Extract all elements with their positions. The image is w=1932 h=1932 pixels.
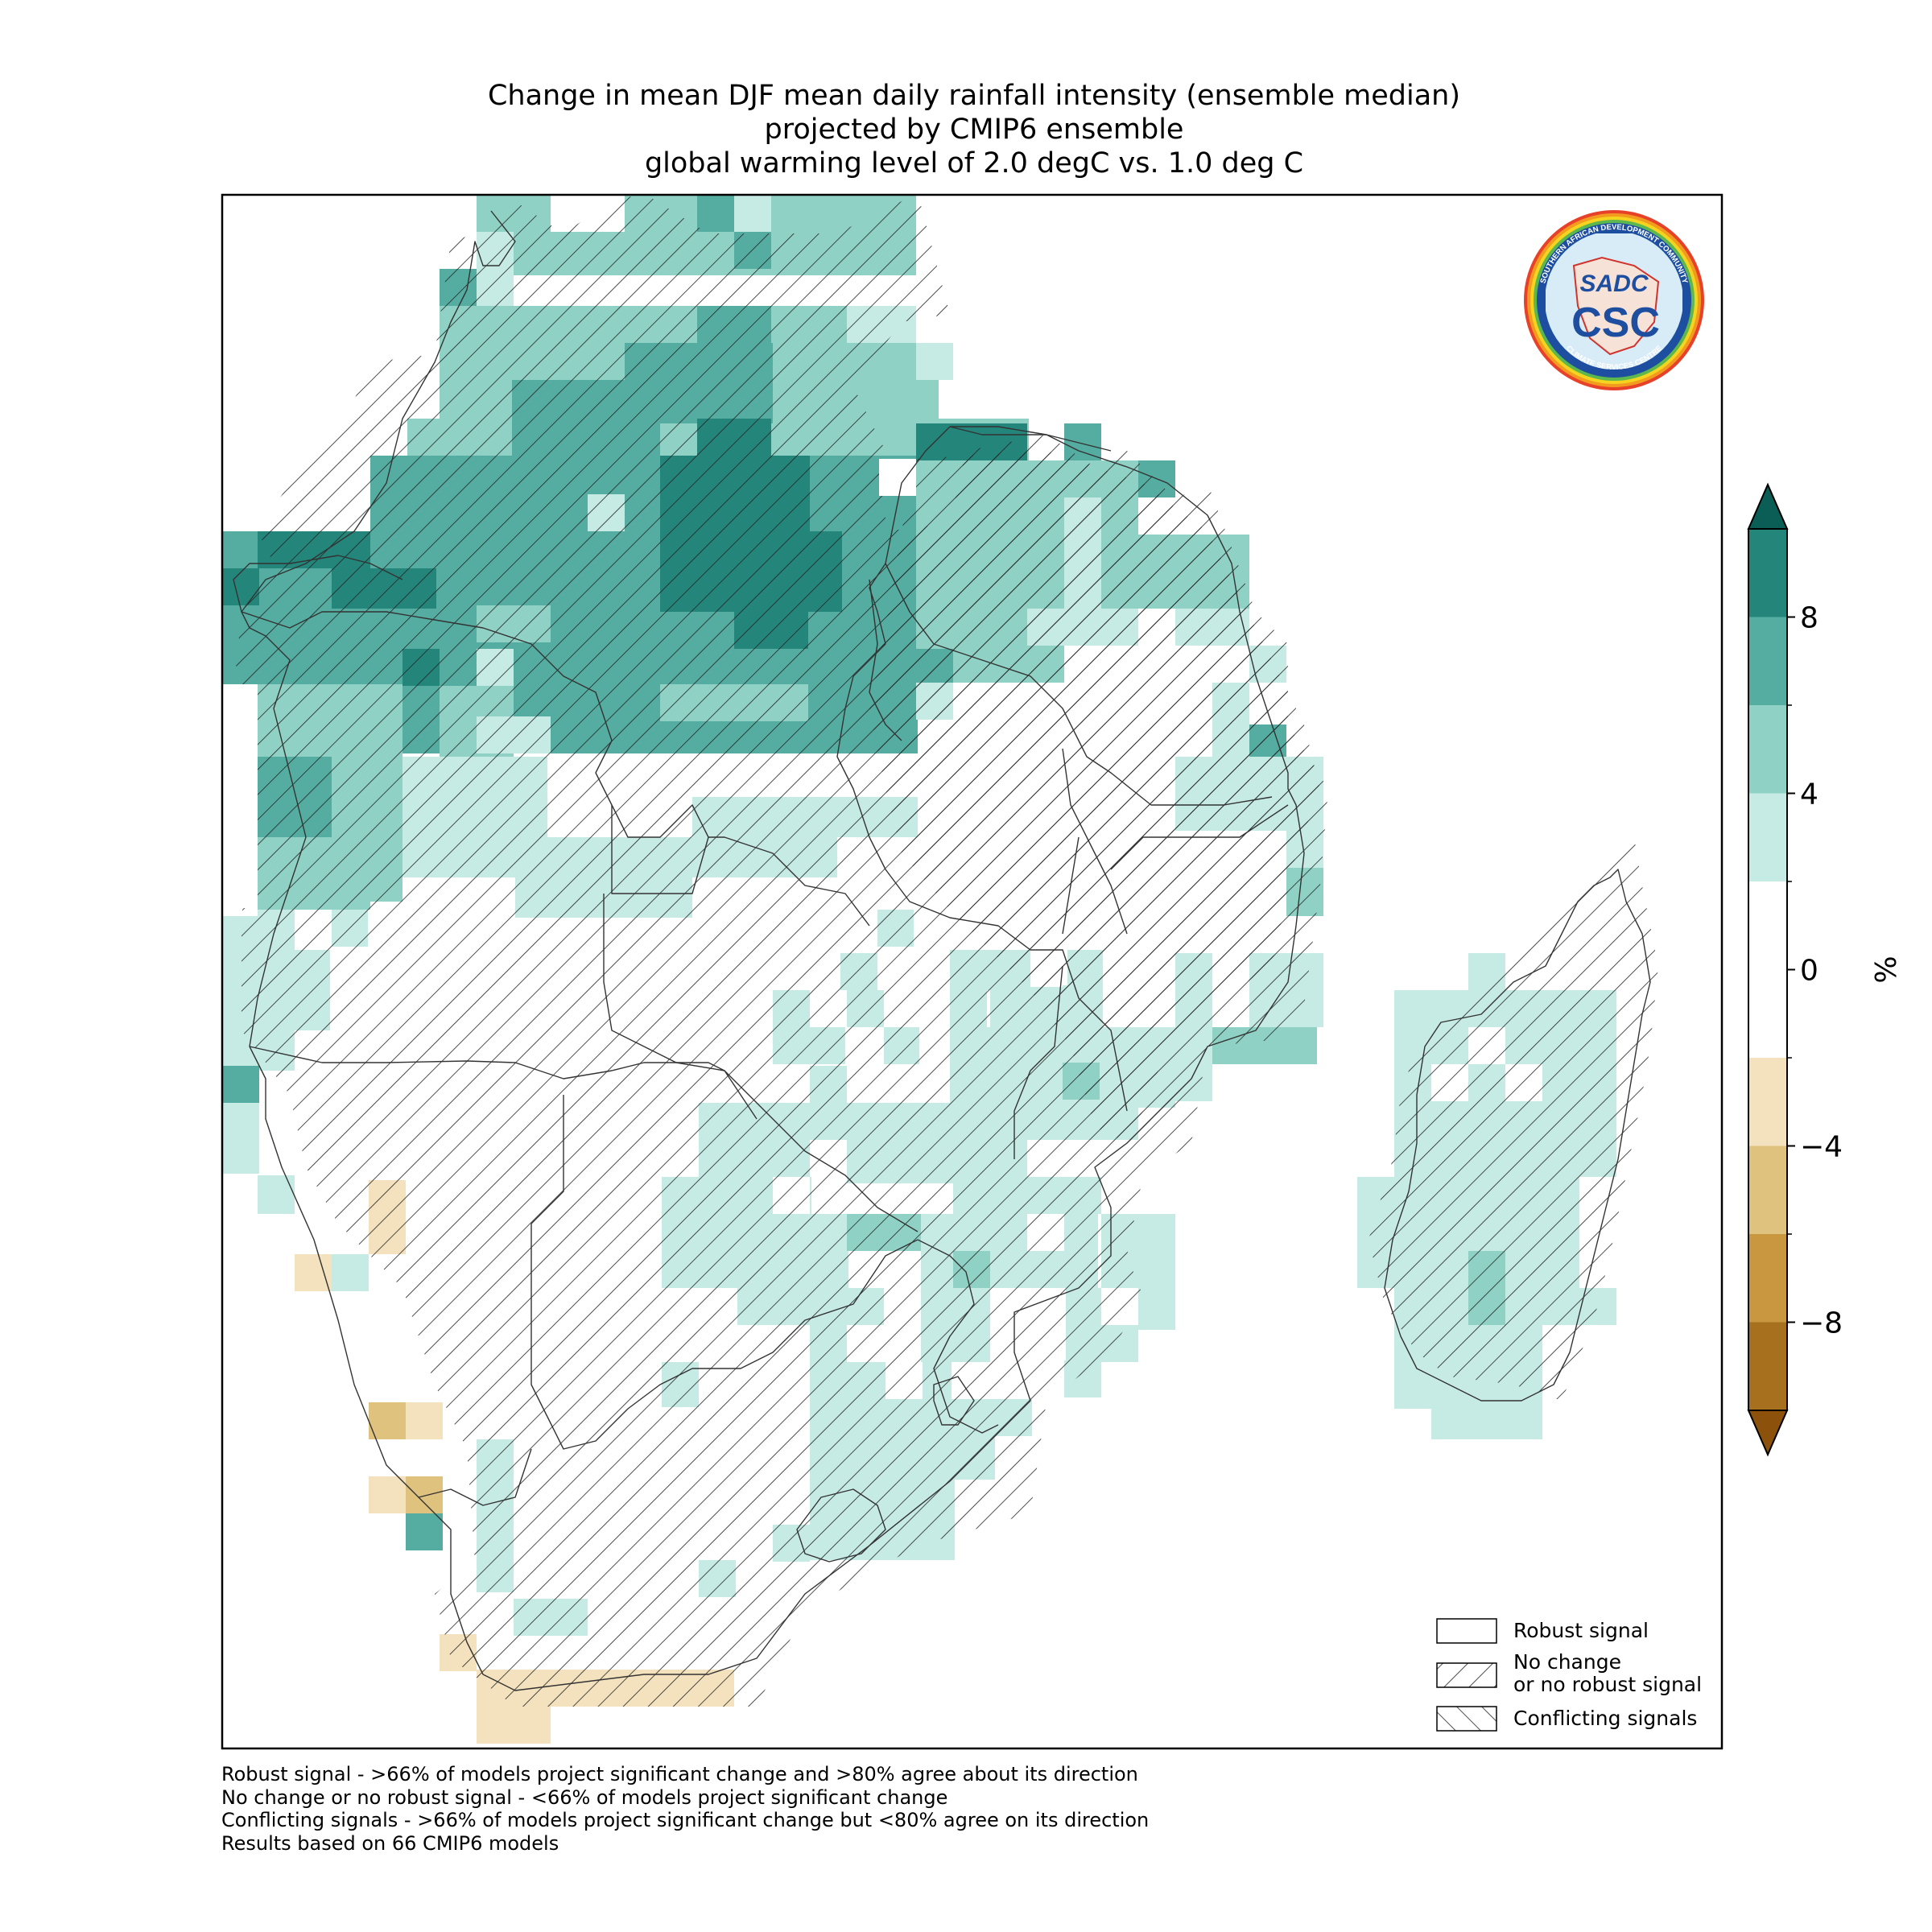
madagascar-coast [1384,869,1651,1402]
lesotho [796,1488,886,1563]
colorbar-segment [1748,881,1787,1058]
footnote-conflicting: Conflicting signals - >66% of models pro… [221,1809,1150,1831]
title-line-2: projected by CMIP6 ensemble [764,114,1184,146]
border-3 [241,611,870,927]
colorbar-segment [1748,705,1787,794]
footnote-models: Results based on 66 CMIP6 models [221,1831,559,1855]
legend-label-conflicting: Conflicting signals [1513,1707,1697,1730]
cell [406,1402,443,1439]
cell [1431,1402,1542,1439]
cell [916,343,953,380]
colorbar-segment [1748,617,1787,705]
legend-label-no-robust-1: No change [1513,1650,1621,1674]
cell [258,1175,295,1214]
map-title: Change in mean DJF mean daily rainfall i… [222,79,1726,180]
hatch-legend: Robust signal No change or no robust sig… [1436,1618,1702,1732]
cell [295,1254,332,1291]
colorbar-extend-low [1747,1410,1789,1457]
sadc-csc-logo: SADC CSC SOUTHERN AFRICAN DEVELOPMENT CO… [1524,210,1704,390]
footnote-robust: Robust signal - >66% of models project s… [221,1763,1138,1785]
border-8 [418,1448,532,1506]
logo-map-outline [1572,256,1660,356]
title-line-3: global warming level of 2.0 degC vs. 1.0… [644,147,1304,180]
colorbar: 8 4 0 −4 −8% [1747,482,1903,1457]
lake-tanganyika [869,579,902,741]
border-4 [249,1046,758,1120]
colorbar-tick-label: 4 [1800,778,1818,811]
border-6 [530,1095,919,1450]
border-13 [611,805,709,894]
cell [369,1402,406,1439]
colorbar-tick-label: 0 [1800,955,1818,988]
map-content [222,195,1658,1744]
coastline-mainland [241,210,1305,1691]
border-14 [233,555,403,613]
cell [477,1707,551,1744]
colorbar-tick-label: −4 [1800,1131,1843,1164]
border-5 [603,894,919,1232]
cell [332,1254,369,1291]
border-9 [1013,965,1063,1159]
colorbar-segment [1748,1146,1787,1234]
border-11 [1062,748,1128,935]
gap [879,459,916,496]
border-10 [1062,836,1080,935]
border-15 [949,426,1112,452]
colorbar-label: % [1870,956,1903,983]
hatch-region-northeast [869,451,1320,1143]
no-robust-signal-hatching [233,195,1658,1707]
cell [369,1476,406,1513]
swaziland [933,1376,975,1426]
hatch-region-madagascar [1368,837,1658,1401]
cell [406,1513,443,1550]
colorbar-segment [1748,529,1787,617]
unhatched-gaps [222,459,916,908]
gap [222,684,258,758]
colorbar-tick-label: 8 [1800,602,1818,635]
legend-swatch-conflicting [1436,1706,1497,1732]
colorbar-segment [1748,1322,1787,1410]
footnotes: Robust signal - >66% of models project s… [221,1763,1149,1855]
legend-label-robust: Robust signal [1513,1619,1649,1642]
border-12 [1110,804,1289,870]
cell [1394,1362,1431,1409]
gap [222,757,258,908]
cell [222,1066,259,1103]
cell [406,1476,443,1513]
title-line-1: Change in mean DJF mean daily rainfall i… [487,80,1461,112]
colorbar-segment [1748,793,1787,881]
border-2 [885,426,1273,806]
border-1 [836,563,1128,1112]
logo-main-text: CSC [1571,299,1660,346]
border-7 [917,1239,999,1434]
colorbar-tick-label: −8 [1800,1307,1843,1340]
colorbar-segment [1748,1058,1787,1146]
country-borders [233,210,1651,1691]
logo-monogram: SADC [1579,270,1649,297]
cell [734,195,771,232]
colorbar-extend-high [1747,482,1789,530]
legend-swatch-no-robust [1436,1662,1497,1688]
footnote-no-change: No change or no robust signal - <66% of … [221,1785,948,1809]
legend-label-no-robust-2: or no robust signal [1513,1673,1702,1696]
legend-swatch-robust [1436,1618,1497,1644]
map-frame [221,193,1724,1750]
cell [1138,1214,1175,1330]
colorbar-segment [1748,1234,1787,1323]
